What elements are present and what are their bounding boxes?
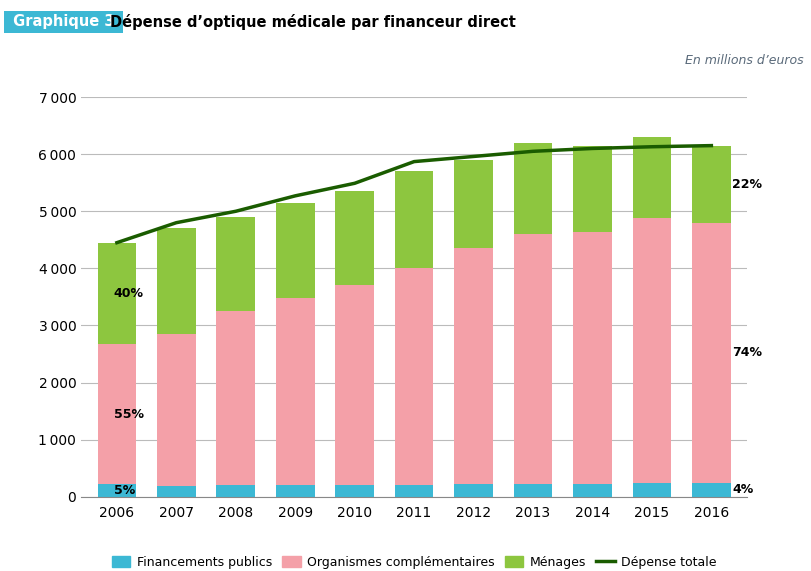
Text: Dépense d’optique médicale par financeur direct: Dépense d’optique médicale par financeur… [109, 14, 515, 30]
Bar [513, 484, 551, 497]
Bar [691, 223, 730, 482]
Bar [157, 334, 195, 485]
Bar [394, 268, 433, 485]
Bar [217, 217, 255, 311]
Bar [513, 234, 551, 484]
Bar [217, 485, 255, 497]
Bar [276, 203, 314, 298]
Bar [691, 482, 730, 497]
Bar [335, 191, 374, 285]
Bar [632, 483, 671, 497]
Text: 4%: 4% [732, 483, 753, 496]
Text: En millions d’euros: En millions d’euros [684, 54, 803, 67]
Bar [573, 484, 611, 497]
Legend: Financements publics, Organismes complémentaires, Ménages, Dépense totale: Financements publics, Organismes complém… [106, 551, 721, 571]
Bar [157, 485, 195, 497]
Bar [632, 137, 671, 218]
Text: 40%: 40% [114, 287, 144, 300]
Bar [217, 311, 255, 485]
Bar [335, 485, 374, 497]
Bar [97, 484, 136, 497]
Bar [513, 143, 551, 234]
Bar [453, 484, 492, 497]
Bar [97, 344, 136, 484]
Bar [276, 298, 314, 485]
Bar [573, 146, 611, 232]
Text: Graphique 3: Graphique 3 [8, 14, 119, 29]
Bar [453, 248, 492, 484]
Bar [394, 485, 433, 497]
Bar [573, 232, 611, 484]
Bar [691, 146, 730, 223]
Bar [335, 285, 374, 485]
Text: 22%: 22% [732, 178, 762, 191]
Bar [632, 218, 671, 483]
Bar [394, 171, 433, 268]
Bar [276, 485, 314, 497]
Bar [157, 228, 195, 334]
Text: 5%: 5% [114, 484, 135, 497]
Text: 55%: 55% [114, 408, 144, 421]
Bar [97, 243, 136, 344]
Bar [453, 160, 492, 248]
Text: 74%: 74% [732, 346, 762, 359]
